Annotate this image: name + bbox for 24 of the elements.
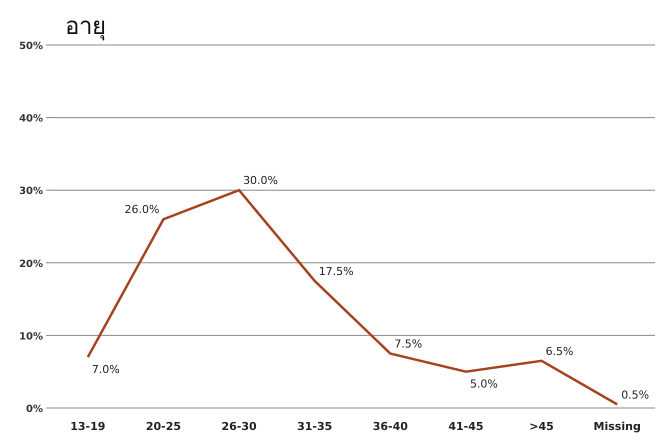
line-series	[86, 188, 618, 406]
y-tick-label: 30%	[19, 186, 43, 198]
x-tick-label: 41-45	[448, 420, 484, 433]
x-tick-label: 20-25	[146, 420, 182, 433]
data-label: 7.0%	[92, 363, 120, 376]
data-label: 6.5%	[546, 344, 574, 358]
y-tick-label: 50%	[19, 41, 43, 52]
data-label: 7.5%	[394, 338, 422, 351]
x-tick-label: 31-35	[297, 420, 332, 433]
x-tick-label: 36-40	[372, 420, 408, 433]
data-label: 0.5%	[621, 388, 650, 402]
y-tick-label: 10%	[19, 331, 43, 342]
x-tick-label: 13-19	[70, 420, 106, 433]
chart-title: อายุ	[65, 12, 106, 41]
x-tick-label: 26-30	[221, 420, 257, 433]
data-label: 30.0%	[243, 174, 278, 188]
y-tick-label: 0%	[26, 404, 43, 415]
data-label: 5.0%	[470, 378, 498, 391]
x-tick-label: Missing	[594, 420, 641, 433]
data-label: 17.5%	[318, 264, 354, 278]
data-label: 26.0%	[124, 203, 160, 216]
x-tick-label: >45	[529, 420, 554, 433]
y-tick-label: 20%	[19, 258, 43, 270]
y-tick-label: 40%	[19, 114, 43, 125]
